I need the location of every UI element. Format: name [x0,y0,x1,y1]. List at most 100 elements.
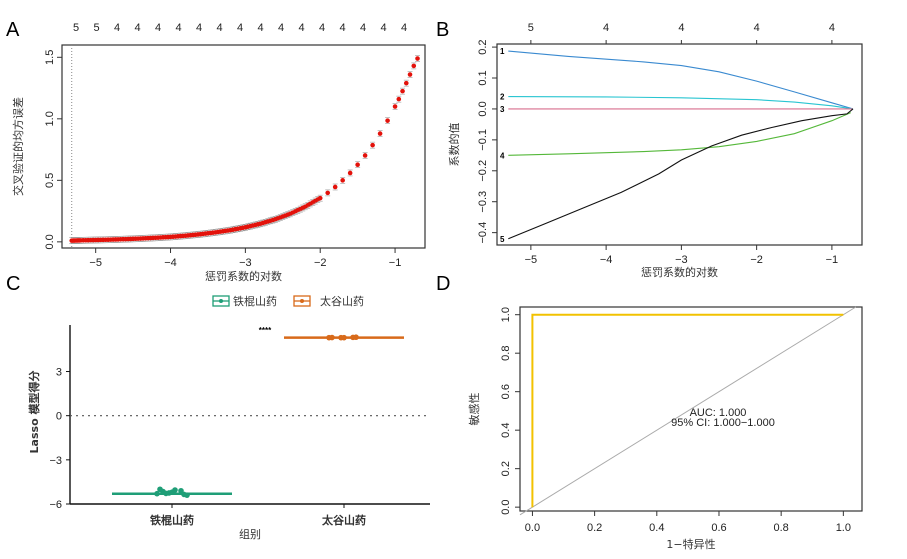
y-tick-label: 3 [56,367,62,379]
y-tick-label: −0.2 [477,160,489,182]
y-tick-label: −0.3 [477,191,489,213]
legend-key-dot [219,299,223,303]
x-axis-label: 惩罚系数的对数 [205,269,282,283]
x-axis-label: 惩罚系数的对数 [641,265,718,279]
significance-marker: **** [259,326,272,335]
cv-point [415,56,420,61]
y-tick-label: −0.4 [477,222,489,244]
top-axis-label: 4 [603,22,609,34]
top-axis-label: 4 [237,22,243,34]
data-point [154,490,160,497]
roc-curve [531,313,844,508]
panel-label-c: C [6,273,20,295]
cv-point [355,162,360,168]
y-tick-label: 0.0 [500,500,512,515]
panel-label-a: A [6,19,20,41]
x-category-1: 太谷山药 [321,513,366,527]
auc-annotation: AUC: 1.000 [690,407,747,419]
y-tick-label: −3 [49,455,62,467]
cv-point [317,195,323,201]
y-tick-label: 0.0 [477,101,489,116]
panel-a-cv-plot: −5 −4 −3 −2 −1 0.0 0.5 1.0 1.5 5 5 4 4 4 4 4 4 4 4 4 4 4 4 4 4 4 惩… [11,22,426,283]
y-axis-label: 交叉验证的均方误差 [11,97,25,196]
y-tick-label: 0.2 [500,461,512,476]
top-axis-label: 4 [360,22,366,34]
x-tick-label: −3 [239,257,252,269]
y-tick-label: 1.5 [44,50,56,65]
coef-path-label-3: 3 [500,105,505,114]
cv-point [385,118,390,123]
x-tick-label: −4 [600,254,613,266]
top-axis-label: 4 [196,22,202,34]
coef-path-2 [508,96,854,110]
y-tick-label: −0.1 [477,129,489,151]
y-tick-label: 1.0 [500,307,512,322]
x-tick-label: 1.0 [836,522,851,534]
coef-path-label-5: 5 [500,235,505,244]
top-axis-label: 5 [93,22,99,34]
y-tick-label: 0 [56,411,62,423]
y-tick-label: 1.0 [44,111,56,126]
top-axis-label: 4 [278,22,284,34]
top-axis-label: 4 [216,22,222,34]
top-axis-label: 4 [339,22,345,34]
y-tick-label: 0.8 [500,346,512,361]
data-point [329,334,335,341]
diagonal-reference-line [519,306,857,516]
y-tick-label: 0.4 [500,423,512,438]
legend-label-0: 铁棍山药 [233,294,277,308]
x-tick-label: −5 [89,257,102,269]
x-tick-label: −4 [164,257,177,269]
y-axis-label: 系数的值 [447,123,461,167]
cv-point [403,80,409,86]
top-axis-label: 4 [829,22,835,34]
panel-label-b: B [436,19,449,41]
plot-frame [61,44,426,249]
y-tick-label: 0.2 [477,39,489,54]
top-axis-label: 4 [134,22,140,34]
top-axis-label: 5 [73,22,79,34]
top-axis-label: 5 [528,22,534,34]
data-point [172,487,178,493]
y-tick-label: −6 [49,499,62,511]
cv-point [332,184,338,190]
plot-frame [519,306,863,512]
data-point [353,334,359,341]
y-tick-label: 0.5 [44,173,56,188]
coef-path-1 [508,50,854,110]
x-tick-label: −3 [675,254,688,266]
coef-path-label-2: 2 [500,93,505,102]
top-axis-label: 4 [257,22,263,34]
cv-point [340,178,345,183]
x-tick-label: −2 [750,254,763,266]
cv-point [392,104,398,109]
cv-point [370,142,375,148]
top-axis-label: 4 [380,22,386,34]
panel-d-roc: 0.0 0.2 0.4 0.6 0.8 1.0 0.0 0.2 0.4 0.6 0.8 1.0 1−特异… [467,306,863,551]
top-axis-label: 4 [319,22,325,34]
y-tick-label: 0.1 [477,70,489,85]
top-axis-label: 4 [298,22,304,34]
y-axis-label: Lasso 模型得分 [27,371,41,454]
top-axis-label: 4 [678,22,684,34]
x-tick-label: 0.8 [774,522,789,534]
x-axis-label: 组别 [239,527,261,541]
cv-point [377,131,383,136]
data-point [341,334,347,341]
x-category-0: 铁棍山药 [150,513,194,527]
x-tick-label: 0.2 [587,522,602,534]
coef-path-label-1: 1 [500,47,505,56]
x-tick-label: −5 [525,254,538,266]
data-point [184,492,190,498]
cv-point [396,96,402,102]
x-tick-label: 0.4 [649,522,664,534]
cv-point [407,72,413,77]
cv-point [411,63,417,69]
coef-path-4 [508,112,851,156]
cv-point [362,153,368,158]
top-axis-label: 4 [175,22,181,34]
top-axis-label: 4 [155,22,161,34]
top-axis-label: 4 [754,22,760,34]
cv-point [325,190,331,196]
